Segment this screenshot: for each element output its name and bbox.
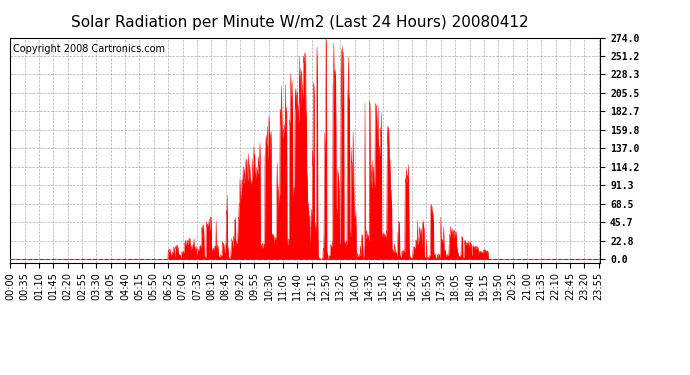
Text: Solar Radiation per Minute W/m2 (Last 24 Hours) 20080412: Solar Radiation per Minute W/m2 (Last 24… [71,15,529,30]
Text: Copyright 2008 Cartronics.com: Copyright 2008 Cartronics.com [13,44,166,54]
